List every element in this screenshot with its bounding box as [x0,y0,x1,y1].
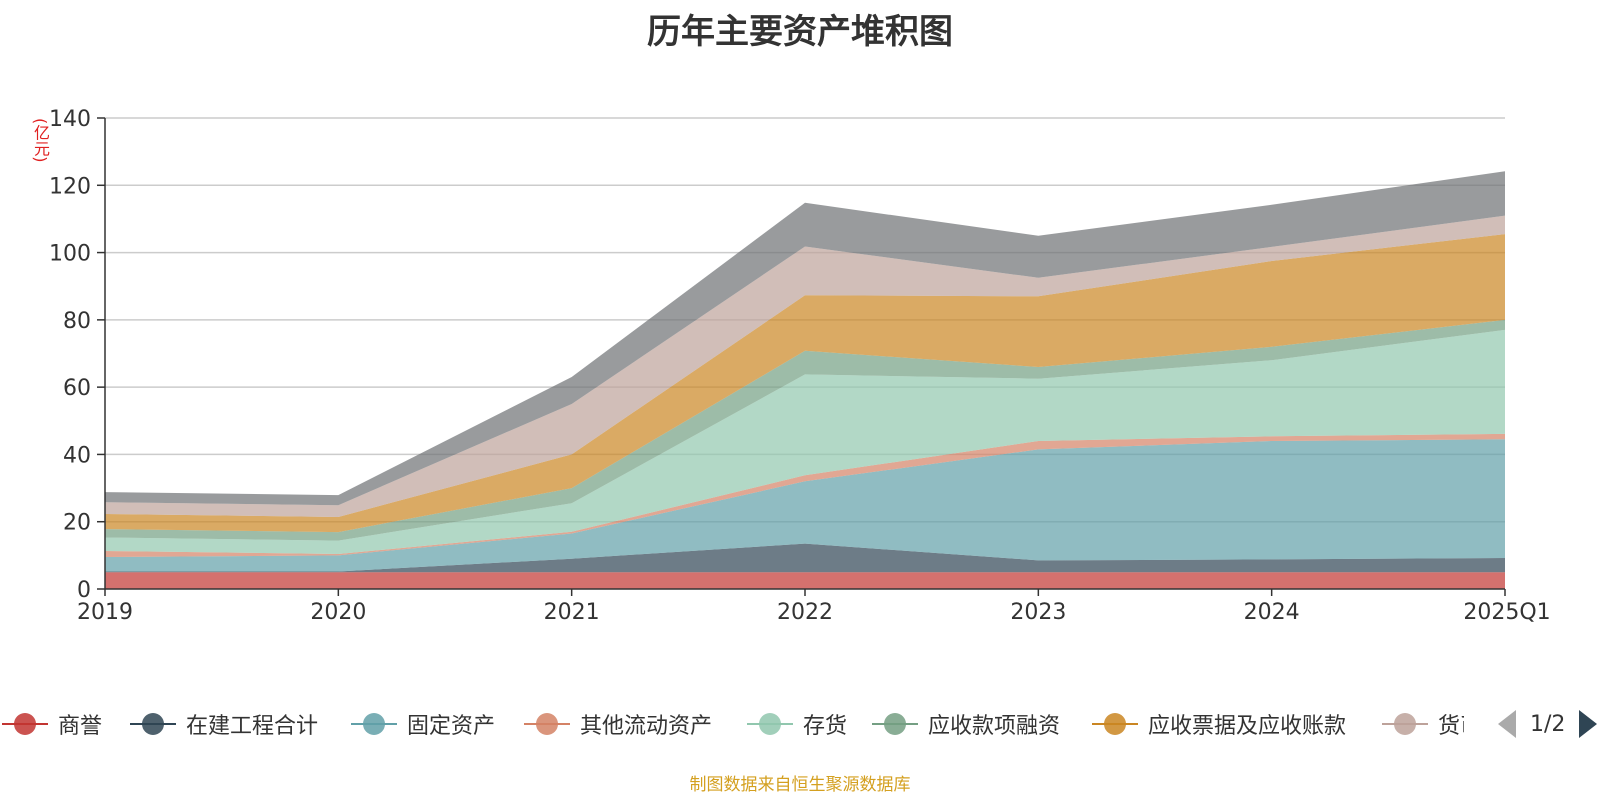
chart-title: 历年主要资产堆积图 [647,12,953,52]
legend-item[interactable]: 固定资产 [349,704,495,744]
legend-pager: 1/2 [1498,704,1598,744]
legend-item[interactable]: 商誉 [0,704,102,744]
legend-label: 应收款项融资 [928,714,1061,739]
area-series-6[interactable] [105,234,1505,533]
legend-label: 其他流动资产 [580,714,713,739]
area-series-4[interactable] [105,329,1505,554]
legend-next-icon[interactable] [1579,710,1598,738]
legend-marker-icon [0,704,50,744]
x-tick-label: 2022 [777,600,833,625]
area-series [105,171,1505,589]
legend-marker-icon [128,704,178,744]
y-tick-label: 60 [63,376,91,401]
legend-label: 在建工程合计 [186,714,319,739]
legend-item[interactable]: 其他流动资产 [522,704,712,744]
legend-item[interactable]: 货币资金 [1380,704,1464,744]
y-axis-unit: (亿元) [31,118,50,163]
y-tick-label: 140 [49,107,91,132]
legend-label: 商誉 [58,714,103,739]
area-series-1[interactable] [105,543,1505,573]
legend-marker-icon [1380,704,1430,744]
area-series-8[interactable] [105,171,1505,506]
x-tick-label: 2019 [77,600,133,625]
legend-marker-icon [1090,704,1140,744]
legend-items: 商誉 在建工程合计 固定资产 其他流动资产 存货 应收款项融资 应收票据及应收账款 货币资金 [0,704,1464,744]
x-tick-label: 2025Q1 [1463,600,1550,625]
x-tick-label: 2021 [544,600,600,625]
data-source-note: 制图数据来自恒生聚源数据库 [689,775,911,795]
area-series-7[interactable] [105,215,1505,517]
legend-item[interactable]: 存货 [745,704,847,744]
legend-page-indicator: 1/2 [1530,711,1566,737]
y-tick-label: 0 [77,578,91,603]
legend-marker-icon [522,704,572,744]
y-tick-label: 120 [49,174,91,199]
x-tick-label: 2024 [1244,600,1300,625]
legend-label: 货币资金 [1438,714,1464,739]
legend-marker-icon [349,704,399,744]
legend-item[interactable]: 应收票据及应收账款 [1090,704,1346,744]
area-series-5[interactable] [105,319,1505,541]
area-series-2[interactable] [105,439,1505,572]
y-tick-label: 20 [63,511,91,536]
x-tick-label: 2023 [1010,600,1066,625]
legend-prev-icon[interactable] [1498,710,1516,738]
legend-label: 存货 [803,714,848,739]
legend-item[interactable]: 应收款项融资 [870,704,1060,744]
legend-marker-icon [870,704,920,744]
legend-label: 固定资产 [407,714,496,739]
axes: 0 20 40 60 80 100 120 140 2019 2020 2021 2022 2023 20… [49,107,1551,625]
y-tick-label: 100 [49,242,91,267]
legend-label: 应收票据及应收账款 [1148,714,1347,739]
y-tick-label: 80 [63,309,91,334]
legend: 商誉 在建工程合计 固定资产 其他流动资产 存货 应收款项融资 应收票据及应收账款 货币资金 [0,704,1600,744]
legend-item[interactable]: 在建工程合计 [128,704,318,744]
area-series-0[interactable] [105,572,1505,589]
y-tick-label: 40 [63,443,91,468]
legend-marker-icon [745,704,795,744]
x-tick-label: 2020 [310,600,366,625]
